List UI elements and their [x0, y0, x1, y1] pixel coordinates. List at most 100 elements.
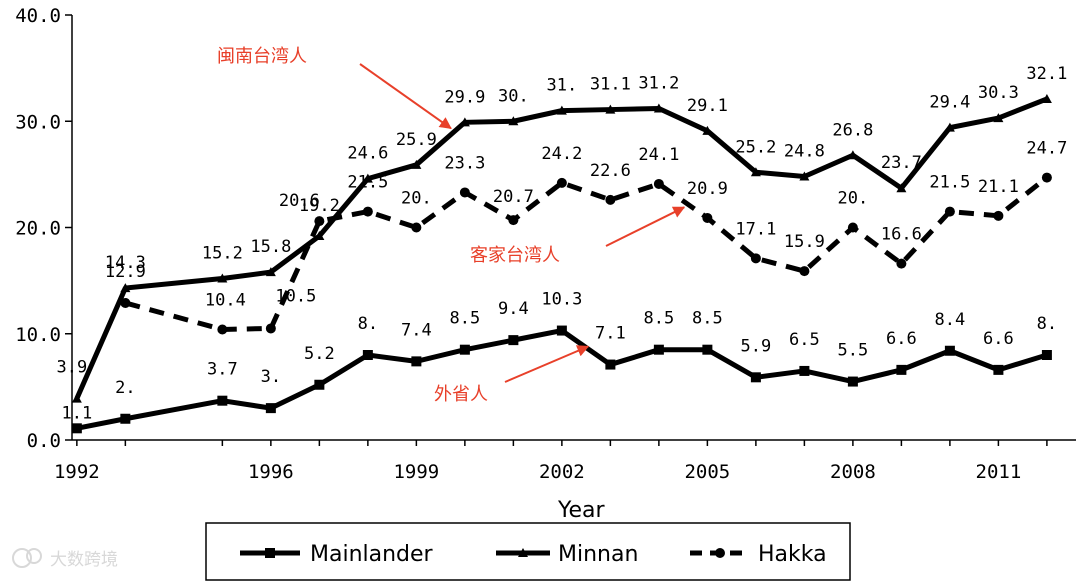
data-point-hakka — [896, 258, 907, 269]
data-label-minnan: 14.3 — [105, 253, 146, 273]
data-label-mainlander: 9.4 — [498, 299, 529, 319]
data-label-mainlander: 6.6 — [983, 329, 1014, 349]
legend-label-minnan: Minnan — [558, 542, 638, 567]
data-label-hakka: 24.2 — [541, 144, 582, 164]
legend-item-mainlander: Mainlander — [240, 542, 434, 567]
legend-label-hakka: Hakka — [758, 542, 827, 567]
series-hakka — [120, 172, 1052, 335]
data-label-hakka: 12.9 — [105, 262, 146, 282]
data-point-hakka — [847, 222, 858, 233]
data-label-minnan: 31.1 — [590, 75, 631, 95]
data-point-mainlander — [120, 413, 131, 424]
data-point-hakka — [265, 323, 276, 334]
data-point-minnan — [556, 105, 567, 115]
data-point-mainlander — [1041, 350, 1052, 360]
data-label-mainlander: 1.1 — [61, 403, 92, 423]
data-label-hakka: 16.6 — [881, 225, 922, 245]
data-point-mainlander — [217, 395, 228, 406]
data-point-hakka — [944, 206, 955, 217]
data-label-mainlander: 10.3 — [541, 290, 582, 310]
legend-item-hakka: Hakka — [690, 542, 827, 567]
data-point-hakka — [314, 216, 325, 227]
data-label-hakka: 24.1 — [638, 145, 679, 165]
data-point-minnan — [314, 231, 325, 240]
data-point-hakka — [217, 324, 228, 335]
data-point-minnan — [702, 125, 713, 135]
data-point-hakka — [750, 253, 761, 264]
series-minnan — [71, 93, 1052, 403]
data-point-hakka — [653, 178, 664, 189]
data-label-mainlander: 2. — [115, 378, 135, 398]
data-label-minnan: 31.2 — [638, 74, 679, 94]
y-tick-label: 0.0 — [27, 430, 61, 452]
data-label-minnan: 25.2 — [735, 137, 776, 157]
data-point-minnan — [411, 159, 422, 169]
data-point-mainlander — [750, 372, 761, 383]
data-point-mainlander — [508, 335, 519, 346]
x-tick-label: 1999 — [393, 461, 439, 483]
data-point-hakka — [459, 187, 470, 198]
data-label-minnan: 24.8 — [784, 142, 825, 162]
data-point-hakka — [120, 297, 131, 308]
annotation-label: 客家台湾人 — [470, 245, 560, 266]
watermark-logo-icon — [26, 548, 42, 564]
watermark: 大数跨境 — [12, 548, 118, 570]
data-point-mainlander — [993, 364, 1004, 375]
data-label-hakka: 17.1 — [735, 219, 776, 239]
x-tick-label: 1996 — [248, 461, 294, 483]
legend-marker-minnan — [518, 548, 528, 557]
data-point-mainlander — [896, 364, 907, 375]
data-point-mainlander — [847, 376, 858, 387]
data-point-hakka — [556, 177, 567, 188]
data-label-hakka: 20.9 — [687, 179, 728, 199]
legend-marker-hakka — [715, 548, 725, 558]
annotation-arrow — [605, 206, 686, 247]
data-label-hakka: 20. — [401, 189, 432, 209]
data-label-minnan: 19.2 — [299, 196, 340, 216]
x-tick-label: 2005 — [684, 461, 730, 483]
data-point-mainlander — [653, 344, 664, 355]
series-line-minnan — [74, 96, 1048, 400]
data-label-mainlander: 8. — [1037, 314, 1057, 334]
data-point-mainlander — [944, 345, 955, 356]
x-tick-label: 2011 — [976, 461, 1022, 483]
annotation-label: 外省人 — [434, 384, 488, 405]
data-point-hakka — [362, 206, 373, 217]
data-point-mainlander — [702, 344, 713, 355]
annotation-arrow — [504, 345, 590, 383]
data-point-minnan — [71, 393, 82, 403]
data-label-mainlander: 8. — [358, 314, 378, 334]
watermark-logo-icon — [12, 548, 32, 568]
data-point-minnan — [362, 173, 373, 183]
data-point-minnan — [217, 273, 228, 283]
data-label-hakka: 10.4 — [205, 291, 246, 311]
data-label-hakka: 21.5 — [347, 173, 388, 193]
data-label-mainlander: 5.9 — [741, 336, 772, 356]
data-label-mainlander: 8.5 — [692, 309, 723, 329]
data-label-hakka: 20. — [838, 189, 869, 209]
data-point-minnan — [265, 267, 276, 277]
data-point-minnan — [459, 117, 470, 127]
data-point-minnan — [653, 103, 664, 113]
data-point-mainlander — [314, 379, 325, 390]
data-point-hakka — [411, 222, 422, 233]
legend-label-mainlander: Mainlander — [310, 542, 434, 567]
data-label-hakka: 23.3 — [444, 153, 485, 173]
data-point-hakka — [799, 266, 810, 277]
data-point-mainlander — [799, 365, 810, 376]
data-point-minnan — [847, 150, 858, 160]
data-label-hakka: 24.7 — [1026, 139, 1067, 159]
data-label-minnan: 15.8 — [250, 237, 291, 257]
legend: Mainlander Minnan Hakka — [205, 522, 851, 581]
data-point-minnan — [750, 167, 761, 177]
data-label-minnan: 32.1 — [1026, 64, 1067, 84]
data-point-mainlander — [459, 344, 470, 355]
x-tick-label: 1992 — [54, 461, 100, 483]
x-axis-title: Year — [557, 498, 606, 523]
data-label-mainlander: 8.4 — [935, 310, 966, 330]
y-tick-label: 40.0 — [15, 5, 61, 27]
data-label-minnan: 31. — [547, 76, 578, 96]
y-tick-label: 10.0 — [15, 324, 61, 346]
data-label-hakka: 21.5 — [929, 173, 970, 193]
